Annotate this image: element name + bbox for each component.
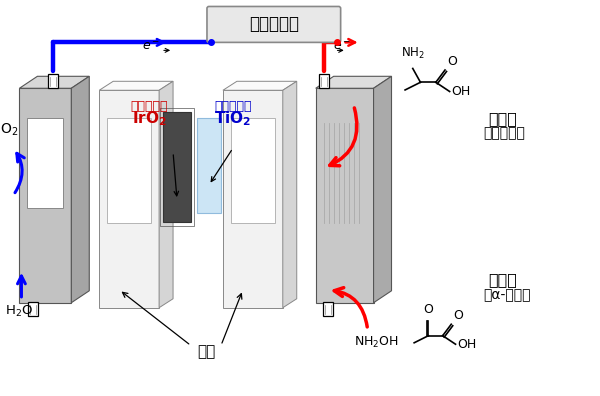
Text: $\mathregular{H_2O}$: $\mathregular{H_2O}$ bbox=[5, 304, 34, 319]
Polygon shape bbox=[71, 76, 89, 303]
Polygon shape bbox=[197, 118, 221, 213]
Text: （氨基酸）: （氨基酸） bbox=[483, 126, 525, 140]
Text: 阳极催化剂: 阳极催化剂 bbox=[130, 100, 168, 113]
Text: $e^-$: $e^-$ bbox=[334, 40, 352, 53]
FancyBboxPatch shape bbox=[207, 6, 341, 42]
Text: $\mathregular{NH_2}$: $\mathregular{NH_2}$ bbox=[401, 46, 425, 61]
Text: OH: OH bbox=[452, 85, 471, 98]
Text: 电化学装置: 电化学装置 bbox=[249, 15, 299, 33]
Text: $\mathbf{IrO_2}$: $\mathbf{IrO_2}$ bbox=[132, 109, 167, 128]
Text: 丙氨酸: 丙氨酸 bbox=[488, 111, 517, 126]
Polygon shape bbox=[163, 112, 191, 222]
Polygon shape bbox=[231, 118, 275, 223]
Text: O: O bbox=[453, 309, 463, 322]
Polygon shape bbox=[283, 81, 297, 308]
Bar bbox=[28, 302, 38, 316]
Bar bbox=[49, 74, 58, 88]
Text: （α-酮酸）: （α-酮酸） bbox=[483, 288, 531, 302]
Text: OH: OH bbox=[458, 338, 477, 351]
Text: $\mathbf{TiO_2}$: $\mathbf{TiO_2}$ bbox=[214, 109, 251, 128]
Polygon shape bbox=[159, 81, 173, 308]
Text: O: O bbox=[424, 303, 433, 316]
Polygon shape bbox=[99, 81, 173, 90]
Text: 阴极催化剂: 阴极催化剂 bbox=[214, 100, 251, 113]
Polygon shape bbox=[223, 81, 297, 90]
Polygon shape bbox=[19, 76, 89, 88]
Text: $\mathregular{O_2}$: $\mathregular{O_2}$ bbox=[1, 121, 19, 137]
Polygon shape bbox=[374, 76, 392, 303]
Text: $\mathregular{NH_2OH}$: $\mathregular{NH_2OH}$ bbox=[354, 335, 399, 350]
Polygon shape bbox=[99, 90, 159, 308]
Polygon shape bbox=[19, 88, 71, 303]
Polygon shape bbox=[223, 90, 283, 308]
Text: 丙酮酸: 丙酮酸 bbox=[488, 272, 517, 287]
Text: O: O bbox=[447, 55, 457, 68]
Polygon shape bbox=[28, 118, 64, 208]
Polygon shape bbox=[316, 76, 392, 88]
Polygon shape bbox=[316, 88, 374, 303]
Bar bbox=[319, 74, 329, 88]
Bar bbox=[323, 302, 332, 316]
Text: $e^-$: $e^-$ bbox=[142, 40, 160, 53]
Polygon shape bbox=[107, 118, 151, 223]
Text: 垫片: 垫片 bbox=[197, 344, 215, 359]
